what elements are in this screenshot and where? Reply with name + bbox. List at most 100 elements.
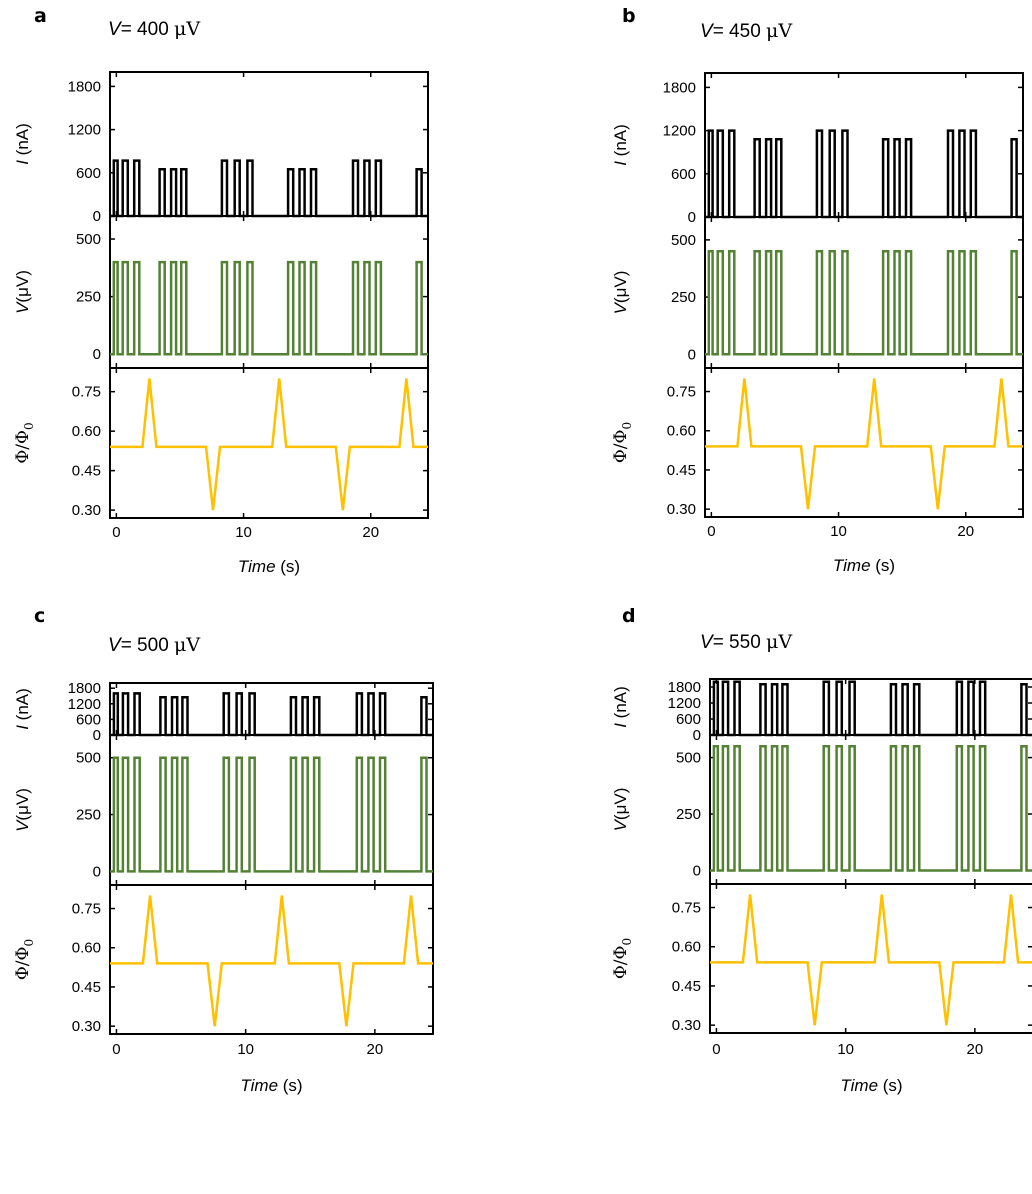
y-tick-label: 0.60 <box>672 939 701 956</box>
subplot-V: 0 250 500 V(μV) <box>13 215 429 369</box>
series-line-V <box>110 260 428 356</box>
y-tick-label: 0 <box>693 862 701 879</box>
x-tick-label: 20 <box>967 1041 984 1058</box>
x-axis-label: Time (s) <box>840 1076 902 1095</box>
y-tick-label: 0.45 <box>672 978 701 995</box>
y-tick-label: 600 <box>76 165 101 182</box>
subplot-I: 0 600 1200 1800 I (nA) <box>13 71 429 225</box>
subplot-Phi: 0.30 0.45 0.60 0.75 Φ/Φ0 <box>611 883 1032 1034</box>
x-tick-label: 0 <box>707 523 715 540</box>
subplot-Phi: 0.30 0.45 0.60 0.75 Φ/Φ0 <box>13 367 429 519</box>
y-tick-label: 0 <box>688 346 696 363</box>
panel-letter: d <box>622 605 636 627</box>
y-tick-label: 0.30 <box>672 1017 701 1034</box>
subplot-I: 0 600 1200 1800 I (nA) <box>611 72 1024 226</box>
y-tick-label: 0 <box>93 727 101 744</box>
subplot-Phi: 0.30 0.45 0.60 0.75 Φ/Φ0 <box>611 367 1024 518</box>
y-tick-label: 0.30 <box>72 1018 101 1035</box>
y-tick-label: 0.75 <box>72 384 101 401</box>
y-tick-label: 1800 <box>68 680 101 697</box>
x-tick-label: 10 <box>830 523 847 540</box>
y-axis-label: V(μV) <box>13 270 32 314</box>
y-axis-label: V(μV) <box>13 788 32 832</box>
subplot-frame <box>709 678 1032 736</box>
x-tick-label: 20 <box>957 523 974 540</box>
y-tick-label: 0 <box>693 727 701 744</box>
y-tick-label: 1800 <box>663 79 696 96</box>
y-tick-label: 0.45 <box>72 463 101 480</box>
y-tick-label: 0 <box>688 209 696 226</box>
y-tick-label: 600 <box>676 711 701 728</box>
y-tick-label: 250 <box>76 289 101 306</box>
y-axis-label: I (nA) <box>13 688 32 730</box>
panel-title: V= 450 μV <box>700 20 792 42</box>
y-tick-label: 1800 <box>68 78 101 95</box>
y-tick-label: 500 <box>76 231 101 248</box>
y-axis-label: I (nA) <box>611 124 630 166</box>
x-tick-label: 10 <box>837 1041 854 1058</box>
panel-letter: c <box>34 605 45 627</box>
x-tick-label: 20 <box>367 1041 384 1058</box>
x-tick-label: 10 <box>237 1041 254 1058</box>
series-line-I <box>710 680 1032 737</box>
y-tick-label: 250 <box>676 806 701 823</box>
subplot-frame <box>704 367 1024 518</box>
subplot-frame <box>109 884 434 1035</box>
y-tick-label: 500 <box>671 232 696 249</box>
series-line-Phi <box>110 378 428 511</box>
y-axis-label: I (nA) <box>13 123 32 165</box>
subplot-V: 0 250 500 V(μV) <box>13 734 434 886</box>
subplot-Phi: 0.30 0.45 0.60 0.75 Φ/Φ0 <box>13 884 434 1035</box>
y-tick-label: 0.75 <box>72 901 101 918</box>
y-axis-label: Φ/Φ0 <box>611 938 634 979</box>
y-tick-label: 0 <box>93 863 101 880</box>
y-tick-label: 0.30 <box>72 502 101 519</box>
x-axis-label: Time (s) <box>240 1076 302 1095</box>
y-tick-label: 0.60 <box>72 423 101 440</box>
series-line-V <box>705 250 1023 356</box>
y-axis-label: V(μV) <box>611 788 630 832</box>
y-axis-label: Φ/Φ0 <box>611 422 634 463</box>
y-tick-label: 600 <box>671 166 696 183</box>
series-line-I <box>110 692 433 737</box>
y-tick-label: 250 <box>76 807 101 824</box>
panel-letter: b <box>622 5 636 27</box>
y-axis-label: I (nA) <box>611 686 630 728</box>
y-tick-label: 250 <box>671 289 696 306</box>
panel-b: b V= 450 μV 0 600 1200 1800 I (nA) 0 250 500 V(μV)… <box>611 5 1024 575</box>
series-line-Phi <box>705 378 1023 510</box>
series-line-Phi <box>710 894 1032 1026</box>
y-tick-label: 0 <box>93 208 101 225</box>
panel-title: V= 550 μV <box>700 631 792 653</box>
y-axis-label: Φ/Φ0 <box>13 422 36 463</box>
series-line-Phi <box>110 895 433 1027</box>
series-line-V <box>710 745 1032 872</box>
y-axis-label: V(μV) <box>611 271 630 315</box>
series-line-I <box>705 129 1023 219</box>
y-axis-label: Φ/Φ0 <box>13 939 36 980</box>
y-tick-label: 1200 <box>68 696 101 713</box>
panel-letter: a <box>34 5 47 27</box>
subplot-frame <box>109 367 429 519</box>
y-tick-label: 0.30 <box>667 501 696 518</box>
x-tick-label: 0 <box>112 1041 120 1058</box>
y-tick-label: 0.60 <box>72 940 101 957</box>
x-tick-label: 0 <box>112 524 120 541</box>
panel-title: V= 500 μV <box>108 634 200 656</box>
x-tick-label: 0 <box>712 1041 720 1058</box>
series-line-V <box>110 756 433 873</box>
panel-title: V= 400 μV <box>108 18 200 40</box>
x-tick-label: 10 <box>235 524 252 541</box>
subplot-V: 0 250 500 V(μV) <box>611 216 1024 369</box>
y-tick-label: 0.60 <box>667 423 696 440</box>
y-tick-label: 1200 <box>663 123 696 140</box>
y-tick-label: 0.45 <box>667 462 696 479</box>
x-tick-label: 20 <box>362 524 379 541</box>
y-tick-label: 600 <box>76 711 101 728</box>
y-tick-label: 0.75 <box>672 900 701 917</box>
y-tick-label: 1200 <box>668 695 701 712</box>
y-tick-label: 1200 <box>68 122 101 139</box>
subplot-frame <box>709 883 1032 1034</box>
